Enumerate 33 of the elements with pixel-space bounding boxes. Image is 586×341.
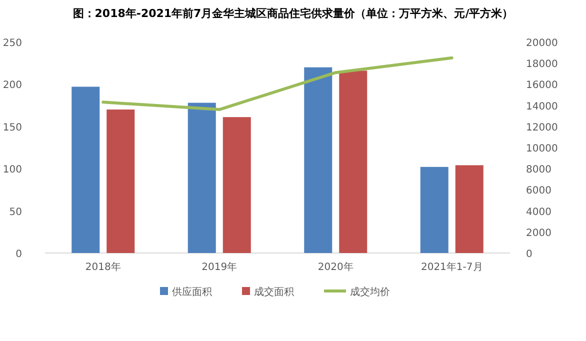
bar: [188, 102, 216, 253]
y2-tick-label: 14000: [526, 101, 558, 112]
y2-tick-label: 8000: [526, 164, 552, 176]
y2-tick-label: 6000: [526, 186, 552, 197]
x-tick-label: 2019年: [202, 261, 238, 273]
y2-tick-label: 10000: [526, 144, 558, 154]
bar: [304, 67, 332, 253]
bar: [455, 165, 484, 253]
y2-tick-label: 20000: [526, 38, 558, 49]
y-tick-label: 0: [16, 249, 22, 260]
bar: [339, 70, 368, 253]
y-tick-label: 250: [2, 38, 22, 49]
bar: [222, 117, 251, 253]
y2-tick-label: 18000: [526, 59, 558, 70]
chart-title: 图：2018年-2021年前7月金华主城区商品住宅供求量价（单位：万平方米、元/平方米）: [72, 7, 514, 20]
legend-label: 成交均价: [350, 286, 390, 298]
y2-tick-label: 0: [526, 249, 532, 260]
y-tick-label: 200: [2, 80, 22, 92]
y2-tick-label: 12000: [526, 122, 558, 134]
y-tick-label: 50: [9, 206, 22, 218]
x-tick-label: 2018年: [85, 261, 121, 273]
bar: [420, 166, 448, 253]
y-tick-label: 100: [2, 164, 22, 176]
x-tick-label: 2020年: [318, 261, 354, 273]
x-tick-label: 2021年1-7月: [420, 261, 483, 273]
legend-label: 成交面积: [254, 286, 294, 298]
bar: [72, 86, 100, 253]
legend-label: 供应面积: [172, 286, 212, 298]
bar: [106, 110, 135, 253]
y-tick-label: 150: [2, 122, 22, 134]
y2-tick-label: 4000: [526, 206, 552, 218]
y2-tick-label: 16000: [526, 80, 558, 92]
y2-tick-label: 2000: [526, 228, 552, 239]
